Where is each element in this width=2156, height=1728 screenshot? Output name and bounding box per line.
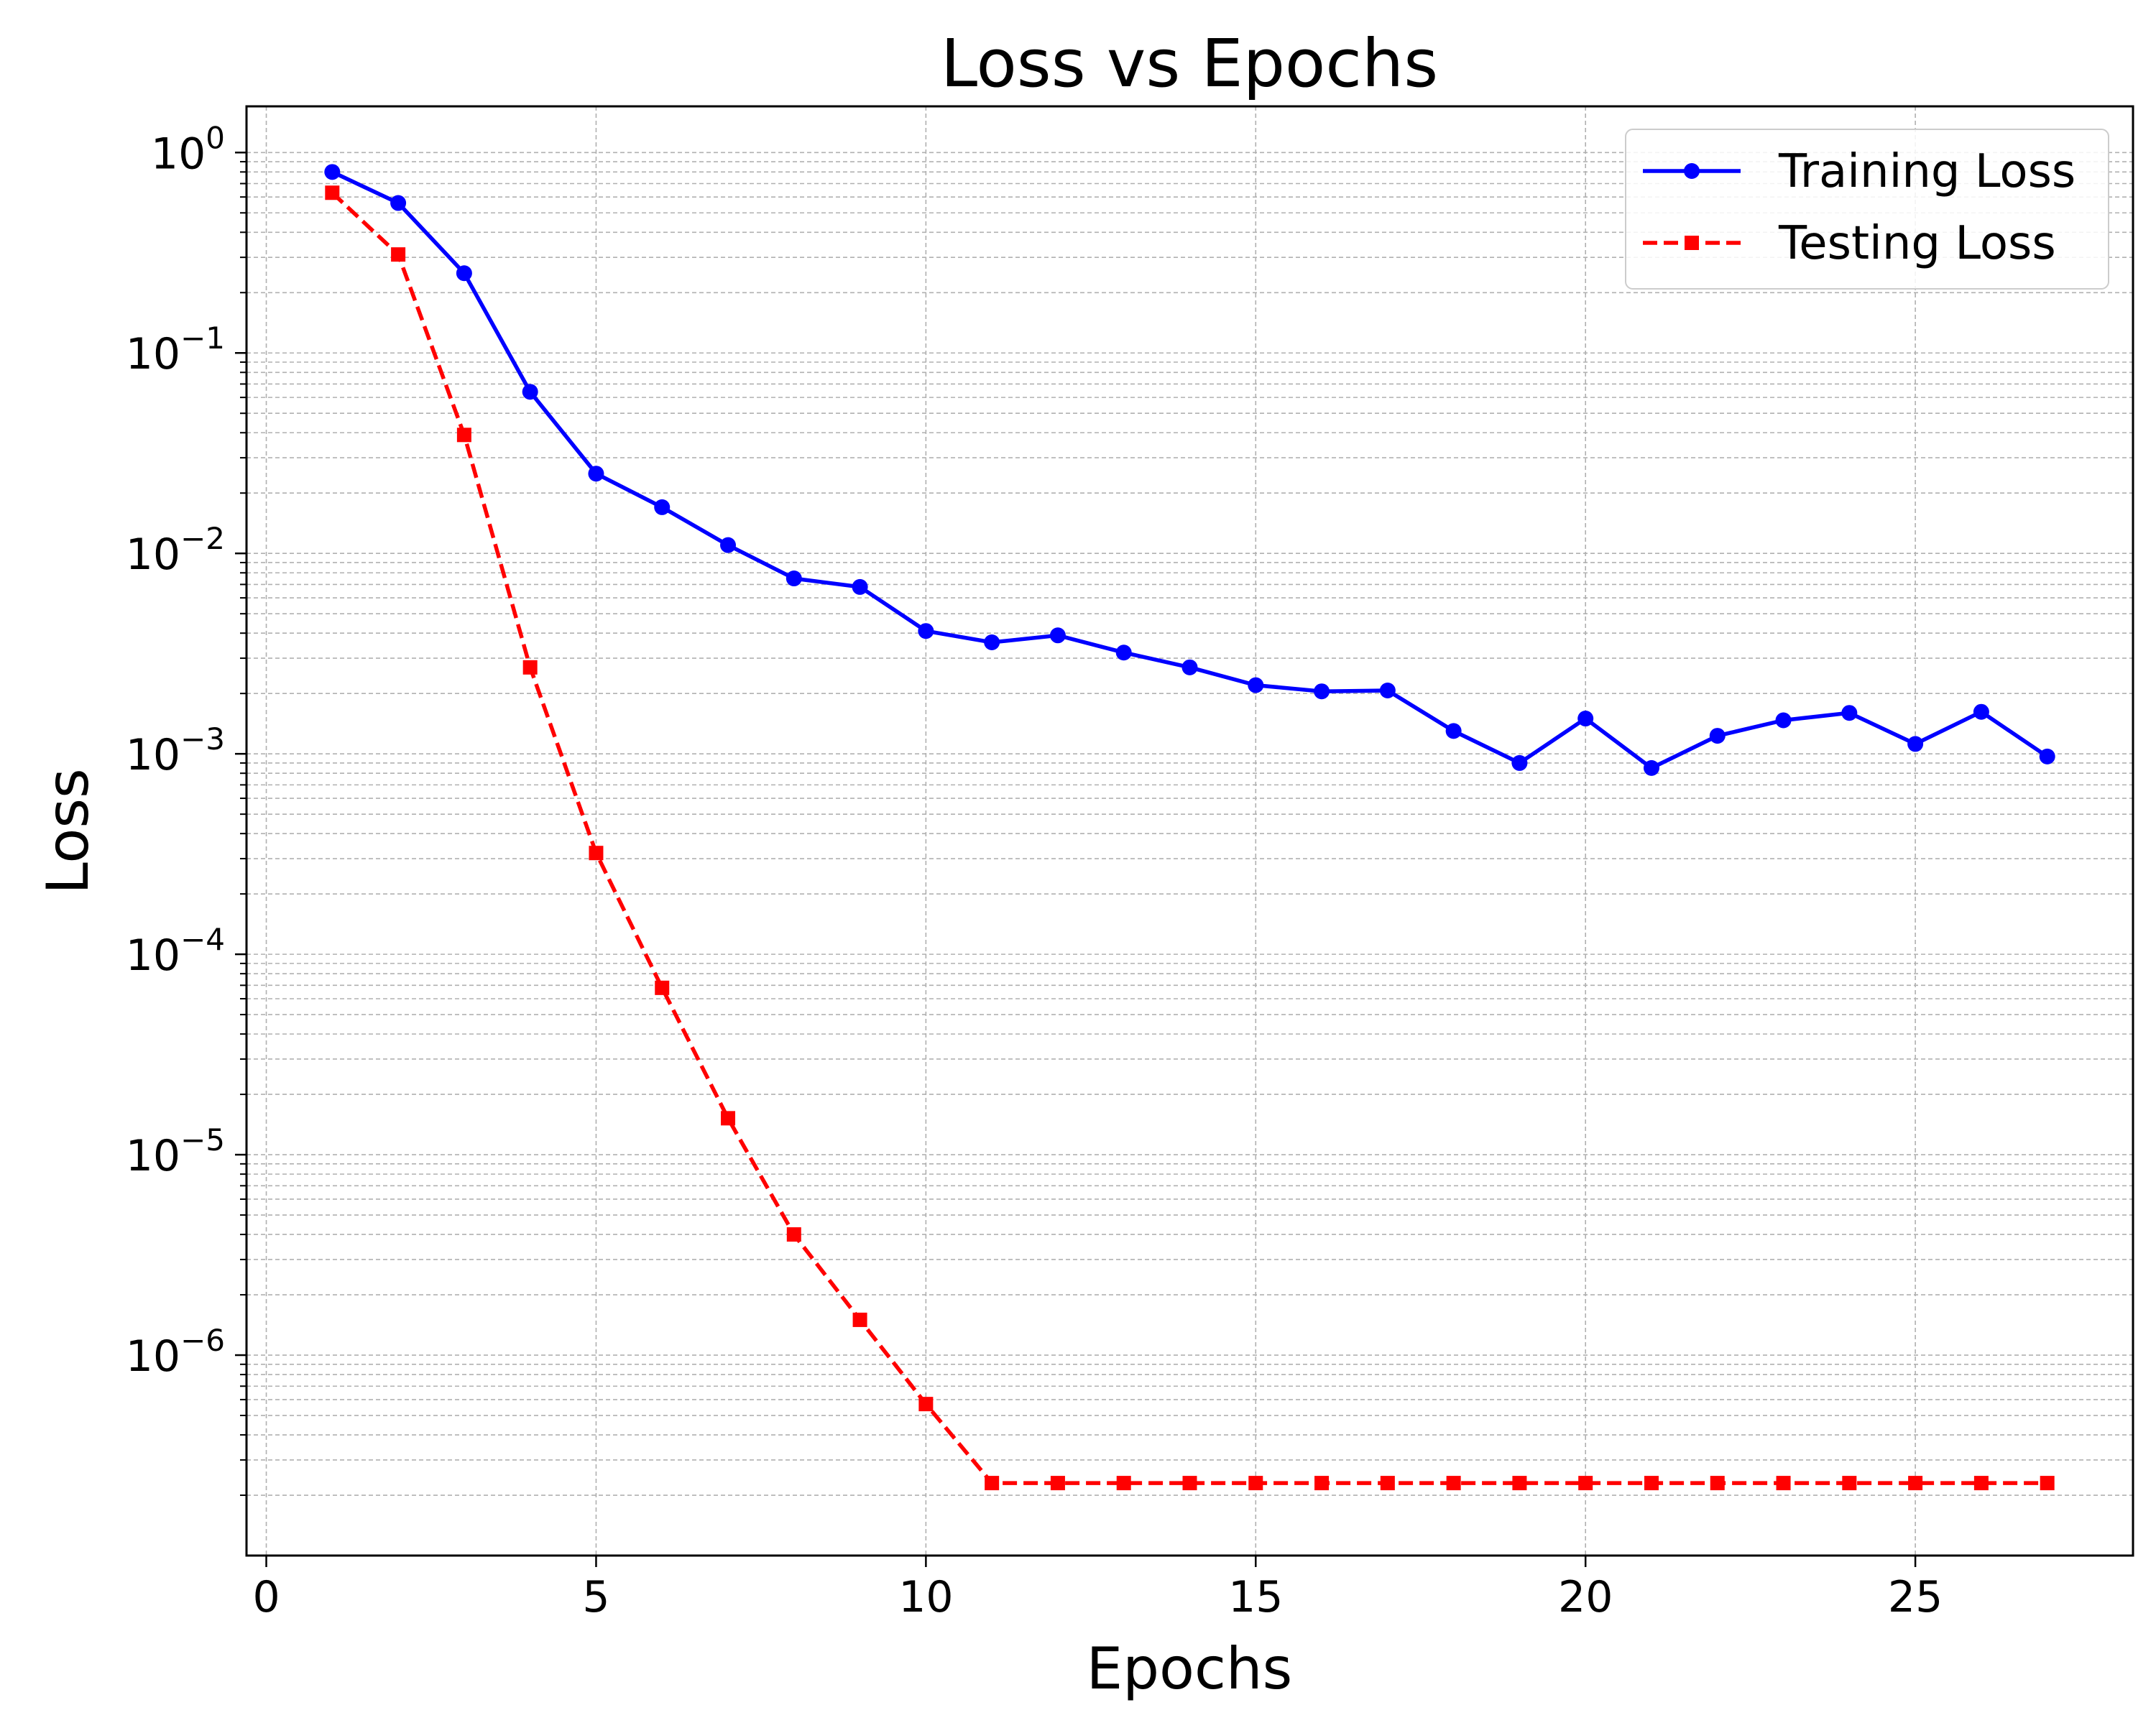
legend-label-training: Training Loss: [1778, 145, 2076, 198]
x-tick-label: 20: [1558, 1572, 1613, 1622]
x-tick-label: 5: [582, 1572, 609, 1622]
data-point-training: [1248, 677, 1264, 693]
grid-layer: [247, 106, 2133, 1556]
data-point-testing: [1578, 1476, 1593, 1491]
data-point-training: [1115, 644, 1132, 661]
y-tick-label-exponent: −5: [180, 1122, 225, 1158]
y-tick-label: 100: [151, 120, 225, 179]
data-point-testing: [1182, 1476, 1197, 1491]
y-tick-label-exponent: −2: [180, 521, 225, 556]
data-point-testing: [655, 980, 670, 995]
legend-box: [1625, 129, 2109, 290]
x-axis-ticks: 0 5 10 15 20 25: [252, 1556, 1943, 1622]
y-tick-label-base: 10: [126, 1131, 180, 1181]
data-point-testing: [1908, 1476, 1923, 1491]
data-point-training: [1775, 712, 1792, 729]
data-point-testing: [1644, 1476, 1659, 1491]
data-point-testing: [1512, 1476, 1527, 1491]
y-tick-label: 10−5: [126, 1122, 225, 1181]
data-point-training: [1314, 683, 1330, 700]
data-point-testing: [1116, 1476, 1131, 1491]
data-point-training: [588, 466, 604, 482]
y-tick-label-base: 10: [151, 129, 206, 179]
data-point-testing: [2040, 1476, 2055, 1491]
data-point-training: [918, 623, 934, 639]
data-point-testing: [1248, 1476, 1263, 1491]
legend-marker-training: [1684, 163, 1700, 179]
data-point-testing: [1314, 1476, 1330, 1491]
y-tick-label: 10−4: [126, 922, 225, 981]
legend-label-testing: Testing Loss: [1778, 217, 2056, 270]
data-point-testing: [1973, 1476, 1989, 1491]
data-point-training: [1841, 705, 1858, 721]
data-point-testing: [786, 1227, 801, 1242]
data-point-training: [852, 578, 868, 595]
y-tick-label-base: 10: [126, 329, 180, 379]
series-line-testing: [331, 191, 2047, 1485]
data-point-testing: [522, 660, 538, 675]
data-point-training: [522, 384, 538, 400]
data-point-testing: [918, 1397, 934, 1412]
data-point-training: [1643, 759, 1659, 776]
data-point-testing: [1710, 1476, 1725, 1491]
data-point-training: [456, 265, 472, 282]
y-tick-label: 10−3: [126, 721, 225, 780]
data-point-training: [1049, 627, 1066, 644]
data-point-training: [2039, 748, 2055, 764]
data-point-testing: [1050, 1476, 1065, 1491]
y-tick-label-exponent: −4: [180, 922, 225, 957]
data-point-training: [1907, 736, 1924, 752]
data-point-training: [1709, 728, 1726, 744]
data-point-testing: [1842, 1476, 1857, 1491]
data-point-testing: [1380, 1476, 1395, 1491]
legend: Training Loss Testing Loss: [1625, 129, 2109, 290]
y-tick-label-exponent: 0: [206, 120, 225, 155]
y-tick-label-exponent: −6: [180, 1323, 225, 1358]
chart-title: Loss vs Epochs: [941, 25, 1438, 102]
data-point-training: [1445, 723, 1462, 739]
x-axis-label: Epochs: [1087, 1635, 1293, 1702]
data-point-testing: [589, 846, 604, 861]
y-tick-label-base: 10: [126, 730, 180, 780]
data-point-training: [390, 195, 407, 211]
data-point-testing: [391, 247, 406, 262]
y-tick-label: 10−6: [126, 1323, 225, 1382]
legend-marker-testing: [1685, 236, 1699, 250]
series-layer: [324, 164, 2055, 1491]
data-point-training: [1577, 711, 1594, 727]
data-point-training: [1379, 683, 1396, 699]
data-point-testing: [456, 428, 471, 443]
x-tick-label: 0: [252, 1572, 280, 1622]
y-tick-label: 10−2: [126, 521, 225, 580]
data-point-testing: [721, 1111, 736, 1126]
data-point-training: [324, 164, 341, 180]
data-point-training: [1973, 703, 1989, 720]
plot-frame: [245, 105, 2134, 1557]
y-tick-label-exponent: −3: [180, 721, 225, 757]
y-tick-label-exponent: −1: [180, 320, 225, 356]
x-tick-label: 15: [1228, 1572, 1283, 1622]
data-point-training: [1511, 754, 1528, 771]
y-tick-label-base: 10: [126, 530, 180, 580]
y-axis-label: Loss: [34, 768, 101, 894]
data-point-training: [654, 499, 671, 515]
data-point-testing: [985, 1476, 1000, 1491]
data-point-training: [786, 570, 802, 587]
data-point-training: [984, 634, 1000, 650]
data-point-testing: [325, 185, 340, 200]
y-tick-label: 10−1: [126, 320, 225, 379]
x-tick-label: 10: [898, 1572, 953, 1622]
y-tick-label-base: 10: [126, 930, 180, 981]
y-tick-label-base: 10: [126, 1331, 180, 1382]
x-tick-label: 25: [1888, 1572, 1943, 1622]
data-point-training: [720, 537, 737, 553]
data-point-testing: [852, 1312, 867, 1327]
data-point-testing: [1776, 1476, 1791, 1491]
data-point-training: [1181, 659, 1198, 675]
data-point-testing: [1446, 1476, 1461, 1491]
